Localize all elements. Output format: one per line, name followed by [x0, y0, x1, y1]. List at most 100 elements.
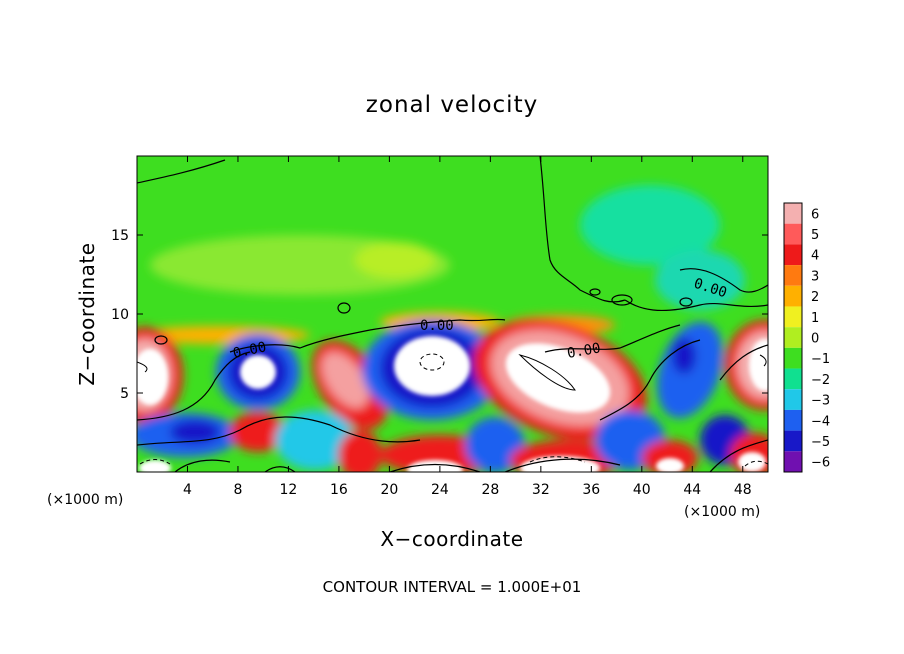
colorbar-tick-label: −3 — [811, 394, 830, 409]
contour-right-upper — [679, 268, 768, 293]
colorbar-tick-label: 5 — [811, 228, 819, 243]
x-axis: 4 8 12 16 20 24 28 32 36 40 44 48 — [183, 156, 752, 498]
contour-loop-small-2 — [611, 294, 633, 306]
pink-streak-16 — [321, 351, 369, 409]
contour-loop-small-1 — [337, 302, 351, 314]
x-tick-label: 32 — [532, 482, 550, 498]
lower-red-42 — [642, 440, 698, 472]
y-tick-label: 10 — [111, 307, 129, 323]
contour-upper-right — [539, 156, 768, 311]
y-tick-label: 5 — [120, 386, 129, 402]
white-cell-bottom-24 — [407, 460, 463, 472]
x-tick-label: 4 — [183, 482, 192, 498]
white-cell-left — [137, 349, 168, 405]
x-tick-label: 8 — [233, 482, 242, 498]
colorbar-swatch — [784, 347, 802, 369]
darkblue-feature-44 — [672, 338, 696, 374]
contour-label: 0.00 — [420, 318, 454, 334]
contour-right-bottom — [709, 439, 768, 472]
x-unit-left: (×1000 m) — [47, 492, 123, 508]
contour-top — [137, 159, 226, 184]
contour-cell-left — [137, 361, 148, 373]
x-tick-label: 48 — [734, 482, 752, 498]
contour-zero-right — [544, 324, 681, 353]
colorbar-swatch — [784, 265, 802, 286]
contour-lower-band — [137, 416, 421, 446]
contour-label: 0.00 — [566, 340, 602, 362]
y-axis-label: Z−coordinate — [75, 242, 99, 385]
x-tick-label: 28 — [481, 482, 499, 498]
y-axis: 5 10 15 — [111, 228, 768, 402]
colorbar-tick-label: 3 — [811, 269, 819, 284]
x-tick-label: 40 — [633, 482, 651, 498]
colorbar-swatch — [784, 223, 802, 245]
colorbar-tick-label: 2 — [811, 290, 819, 305]
contour-cell-32 — [518, 354, 576, 391]
lower-red-18 — [338, 430, 382, 472]
contour-right-lower — [599, 339, 701, 421]
colorbar-swatch — [784, 285, 802, 307]
colorbar-swatch — [784, 244, 802, 266]
colorbar-tick-label: −1 — [811, 352, 830, 367]
white-cell-bottom-42 — [656, 458, 684, 472]
contour-right-edge — [719, 344, 768, 381]
x-tick-label: 24 — [431, 482, 449, 498]
contour-lines — [137, 156, 768, 472]
colorbar-swatch — [784, 368, 802, 390]
colorbar-tick-label: 0 — [811, 332, 819, 347]
contour-bottom-3 — [504, 458, 621, 472]
x-tick-label: 36 — [582, 482, 600, 498]
x-tick-label: 44 — [683, 482, 701, 498]
colorbar-swatch — [784, 451, 802, 472]
upper-right-cyan-1 — [580, 185, 720, 265]
contour-dashed-bottom-1 — [139, 459, 171, 465]
contour-dashed-bottom-2 — [529, 456, 586, 463]
contour-lower-left — [137, 351, 251, 421]
x-tick-label: 16 — [330, 482, 348, 498]
lower-cyan-14 — [275, 410, 355, 470]
x-axis-label: X−coordinate — [380, 527, 523, 551]
colorbar-tick-label: −4 — [811, 414, 830, 429]
x-tick-label: 20 — [380, 482, 398, 498]
white-cell-24 — [394, 336, 470, 396]
upper-yellow-green — [355, 242, 435, 278]
white-cell-32 — [505, 343, 611, 413]
colorbar-tick-label: 1 — [811, 311, 819, 326]
colorbar-tick-label: −5 — [811, 435, 830, 450]
contour-interval: CONTOUR INTERVAL = 1.000E+01 — [323, 578, 582, 596]
white-cell-8 — [240, 355, 276, 389]
contour-dashed-bottom-3 — [744, 460, 768, 467]
chart-title: zonal velocity — [366, 92, 538, 118]
contour-loop-small-3 — [154, 335, 168, 345]
lower-blue-28 — [465, 417, 525, 472]
white-cell-right — [749, 339, 768, 391]
colorbar-tick-label: 4 — [811, 249, 819, 264]
contour-loop-small-5 — [679, 297, 693, 307]
contour-lower-mid — [174, 459, 231, 472]
contour-zero-mid — [229, 318, 506, 353]
colorbar-tick-label: −6 — [811, 456, 830, 471]
contour-bottom-2 — [389, 463, 481, 472]
contour-loop-small-4 — [589, 288, 601, 296]
contour-bottom-1 — [264, 466, 296, 472]
colorbar-swatch — [784, 430, 802, 452]
colorbar-tick-label: −2 — [811, 373, 830, 388]
lower-red-10 — [230, 412, 286, 452]
colorbar-swatch — [784, 389, 802, 410]
x-unit-right: (×1000 m) — [684, 504, 760, 520]
colorbar-frame — [783, 202, 803, 473]
upper-right-cyan-2 — [655, 250, 745, 310]
x-tick-label: 12 — [280, 482, 298, 498]
contour-label: 0.00 — [232, 339, 268, 362]
colorbar-swatch — [784, 409, 802, 431]
heatmap-field: 0.00 0.00 0.00 0.00 — [137, 156, 768, 472]
colorbar-swatch — [784, 327, 802, 348]
contour-cell-right — [759, 354, 767, 367]
colorbar-swatch — [784, 203, 802, 224]
lower-left-darkblue — [170, 420, 220, 444]
white-cell-bottom-2 — [139, 460, 171, 472]
colorbar-swatch — [784, 306, 802, 328]
colorbar-tick-label: 6 — [811, 207, 819, 222]
colorbar: 6 5 4 3 2 1 0 −1 −2 −3 −4 −5 −6 — [783, 202, 830, 473]
